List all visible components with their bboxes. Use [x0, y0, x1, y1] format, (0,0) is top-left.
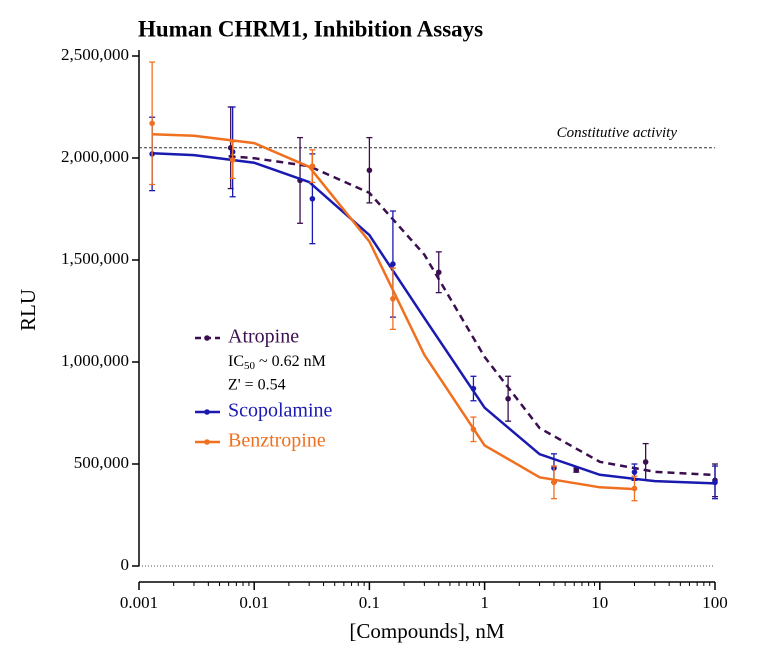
- legend-marker: [204, 409, 210, 415]
- x-tick-label: 10: [591, 593, 608, 612]
- ic50-sub: 50: [244, 360, 256, 372]
- data-point: [712, 479, 718, 486]
- fit-curve: [228, 154, 716, 477]
- legend-label: Atropine: [228, 326, 299, 348]
- x-tick-label: 0.001: [120, 593, 158, 612]
- data-point: [366, 167, 373, 174]
- data-point: [470, 385, 477, 392]
- data-point: [390, 295, 396, 302]
- fit-curve: [152, 133, 635, 491]
- x-tick-label: 1: [480, 593, 489, 612]
- x-tick-label: 0.1: [359, 593, 380, 612]
- data-point: [505, 395, 511, 402]
- y-tick-label: 2,500,000: [61, 45, 129, 64]
- data-point: [309, 163, 316, 169]
- chart-title: Human CHRM1, Inhibition Assays: [138, 16, 483, 41]
- y-tick-label: 1,500,000: [61, 249, 129, 268]
- legend-marker: [204, 335, 210, 341]
- data-point: [390, 261, 396, 267]
- y-tick-label: 0: [121, 555, 130, 574]
- data-point: [551, 479, 557, 486]
- legend-label: Scopolamine: [228, 400, 333, 422]
- x-tick-label: 100: [702, 593, 728, 612]
- y-tick-label: 2,000,000: [61, 147, 129, 166]
- data-point: [631, 469, 638, 475]
- y-tick-label: 1,000,000: [61, 351, 129, 370]
- x-axis-label: [Compounds], nM: [349, 619, 505, 643]
- x-tick-label: 0.01: [239, 593, 269, 612]
- ic50-annotation: IC50 ~ 0.62 nM: [228, 353, 326, 372]
- y-axis-label: RLU: [16, 289, 40, 331]
- legend-label: Benztropine: [228, 430, 326, 452]
- data-point: [149, 120, 155, 127]
- ic50-rest: ~ 0.62 nM: [255, 353, 326, 370]
- data-point: [573, 467, 580, 473]
- data-point: [631, 485, 638, 492]
- data-point: [470, 426, 477, 433]
- y-tick-label: 500,000: [74, 453, 129, 472]
- data-point: [435, 269, 442, 276]
- data-point: [229, 157, 236, 163]
- legend-marker: [204, 439, 210, 445]
- reference-label: Constitutive activity: [557, 125, 678, 141]
- data-point: [309, 196, 316, 202]
- ic50-prefix: IC: [228, 353, 244, 370]
- z-prime: Z' = 0.54: [228, 377, 286, 394]
- data-point: [642, 459, 649, 465]
